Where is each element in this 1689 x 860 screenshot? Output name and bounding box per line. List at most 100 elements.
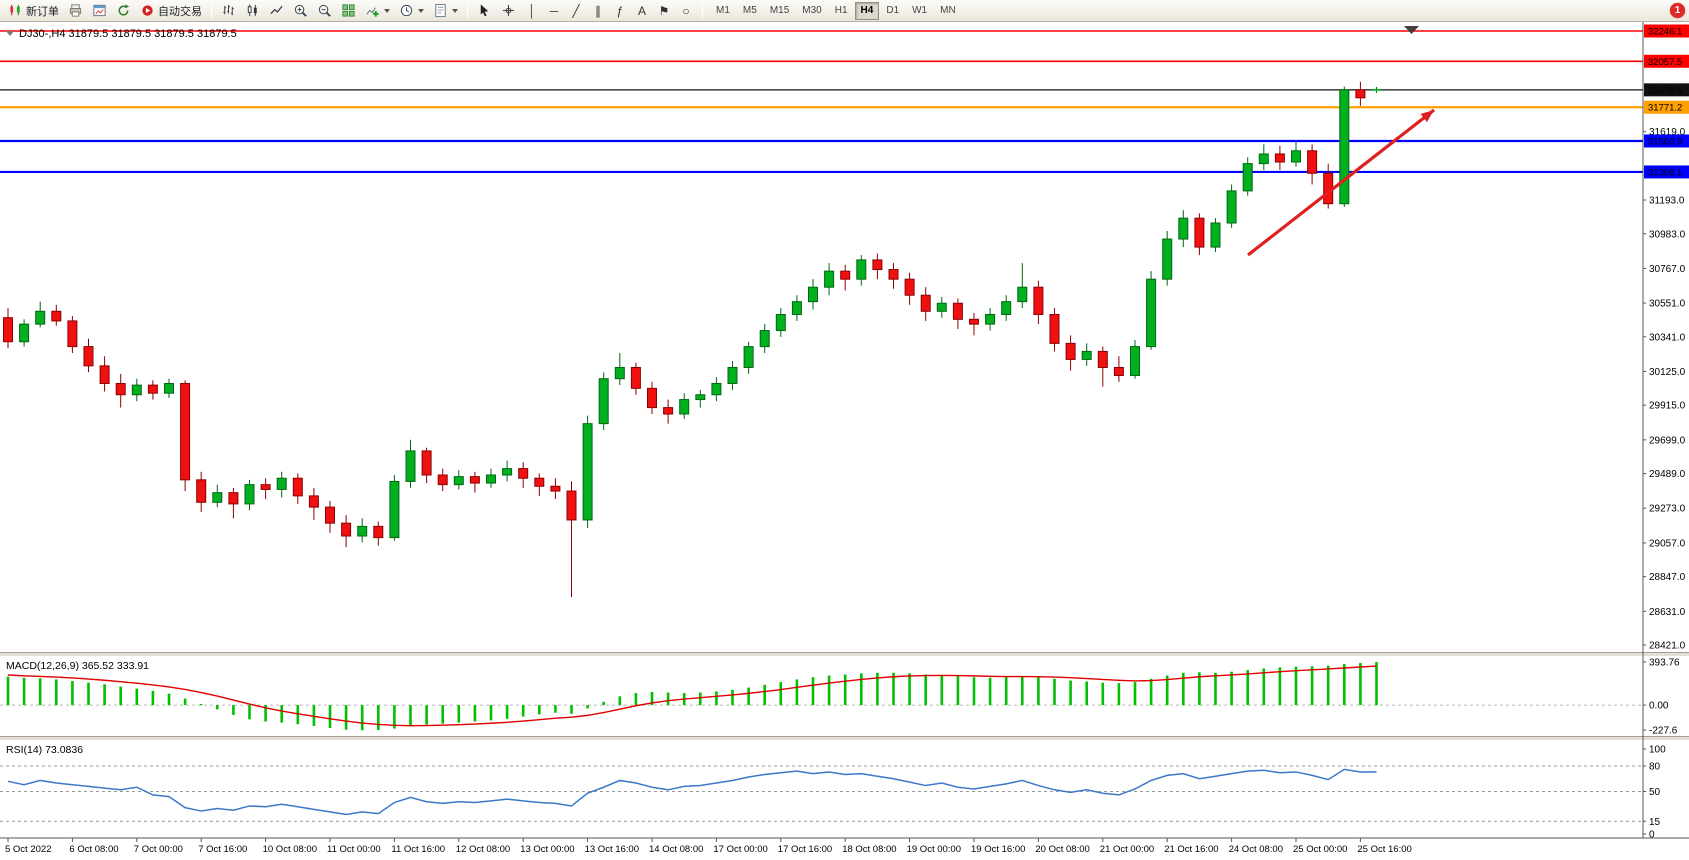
horizontal-line-tool[interactable]: ─ xyxy=(543,1,565,21)
date-label: 6 Oct 08:00 xyxy=(69,844,118,855)
macd-axis-label: 0.00 xyxy=(1649,701,1669,712)
vertical-line-tool[interactable]: │ xyxy=(521,1,543,21)
shapes-tool[interactable]: ○ xyxy=(675,1,697,21)
timeframe-m5[interactable]: M5 xyxy=(737,2,763,20)
price-label: 28421.0 xyxy=(1649,641,1686,652)
horizontal-line-tool-icon: ─ xyxy=(549,3,559,18)
trendline-tool-icon: ╱ xyxy=(572,3,580,18)
sep-main-macd[interactable] xyxy=(0,652,1689,657)
chart-canvas[interactable]: DJ30-,H4 31879.5 31879.5 31879.5 31879.5… xyxy=(0,22,1689,860)
price-label: 30983.0 xyxy=(1649,229,1686,240)
rsi-axis-label: 50 xyxy=(1649,787,1661,798)
zoom-out-icon xyxy=(318,4,331,17)
rsi-axis-label: 100 xyxy=(1649,745,1666,756)
symbol-dropdown-icon[interactable] xyxy=(6,31,14,36)
print-button[interactable] xyxy=(64,1,87,21)
caret-down-icon xyxy=(452,8,458,13)
timeframe-w1[interactable]: W1 xyxy=(906,2,933,20)
new-order-button[interactable]: 新订单 xyxy=(4,1,63,21)
bar-chart-icon xyxy=(223,4,234,16)
text-tool-icon: A xyxy=(637,3,646,18)
zoom-out-button[interactable] xyxy=(313,1,336,21)
toolbar-separator xyxy=(211,2,212,19)
periodicity-button[interactable] xyxy=(395,1,428,21)
vertical-line-tool-icon: │ xyxy=(528,3,536,18)
date-label: 17 Oct 16:00 xyxy=(778,844,832,855)
refresh-button[interactable] xyxy=(112,1,135,21)
new-order-icon xyxy=(10,4,20,16)
price-tag-31560.9 xyxy=(1644,134,1689,148)
timeframe-m1[interactable]: M1 xyxy=(710,2,736,20)
new-order-label: 新订单 xyxy=(26,5,59,18)
line-chart-icon xyxy=(270,5,283,15)
template-icon xyxy=(435,3,446,18)
fibonacci-tool[interactable]: ƒ xyxy=(609,1,631,21)
equidistant-channel-tool[interactable]: ∥ xyxy=(587,1,609,21)
date-label: 7 Oct 00:00 xyxy=(134,844,183,855)
timeframe-h1[interactable]: H1 xyxy=(829,2,854,20)
price-level-lines xyxy=(0,30,1643,174)
cursor-icon xyxy=(480,4,489,17)
draw-tools-group: │ ─ ╱ ∥ ƒ A ⚑ ○ xyxy=(521,1,697,21)
price-label: 30767.0 xyxy=(1649,264,1686,275)
sep-macd-rsi[interactable] xyxy=(0,736,1689,741)
autotrading-icon xyxy=(142,5,153,16)
text-tool[interactable]: A xyxy=(631,1,653,21)
line-chart-button[interactable] xyxy=(265,1,288,21)
shapes-tool-icon: ○ xyxy=(682,3,690,18)
zoom-in-icon xyxy=(294,4,307,17)
label-tool-icon: ⚑ xyxy=(658,3,670,18)
date-label: 5 Oct 2022 xyxy=(5,844,51,855)
price-tag-31879.5 xyxy=(1644,83,1689,97)
crosshair-button[interactable] xyxy=(497,1,520,21)
timeframe-d1[interactable]: D1 xyxy=(880,2,905,20)
timeframe-mn[interactable]: MN xyxy=(934,2,962,20)
notification-badge[interactable]: 1 xyxy=(1670,3,1685,18)
rsi-label: RSI(14) 73.0836 xyxy=(6,744,83,756)
date-label: 11 Oct 16:00 xyxy=(391,844,445,855)
timeframe-group: M1 M5 M15 M30 H1 H4 D1 W1 MN xyxy=(710,1,962,20)
price-label: 28631.0 xyxy=(1649,607,1686,618)
chart-window-button[interactable] xyxy=(88,1,111,21)
timeframe-m30[interactable]: M30 xyxy=(796,2,827,20)
macd-histogram xyxy=(6,661,1378,731)
macd-axis-label: -227.6 xyxy=(1649,726,1678,737)
date-label: 21 Oct 00:00 xyxy=(1100,844,1154,855)
zoom-in-button[interactable] xyxy=(289,1,312,21)
templates-button[interactable] xyxy=(429,1,462,21)
macd-label: MACD(12,26,9) 365.52 333.91 xyxy=(6,660,149,672)
autotrading-label: 自动交易 xyxy=(158,5,202,18)
caret-down-icon xyxy=(418,8,424,13)
toolbar-separator xyxy=(702,2,703,19)
macd-signal-line xyxy=(7,665,1377,727)
price-label: 30341.0 xyxy=(1649,332,1686,343)
rsi-axis-label: 80 xyxy=(1649,762,1661,773)
trend-arrow-annotation[interactable] xyxy=(1247,108,1435,257)
cursor-button[interactable] xyxy=(473,1,496,21)
time-axis[interactable]: 5 Oct 2022 6 Oct 08:00 7 Oct 00:00 7 Oct 16… xyxy=(5,838,1412,855)
price-label: 31619.0 xyxy=(1649,127,1686,138)
price-label: 29273.0 xyxy=(1649,504,1686,515)
timeframe-m15[interactable]: M15 xyxy=(764,2,795,20)
bar-chart-button[interactable] xyxy=(217,1,240,21)
price-tag-31368.1 xyxy=(1644,165,1689,179)
tile-windows-button[interactable] xyxy=(337,1,360,21)
candlestick-chart-button[interactable] xyxy=(241,1,264,21)
indicators-icon xyxy=(366,7,379,17)
equidistant-channel-tool-icon: ∥ xyxy=(595,3,601,18)
label-tool[interactable]: ⚑ xyxy=(653,1,675,21)
refresh-icon xyxy=(118,4,130,16)
price-tag-label: 32057.5 xyxy=(1648,57,1682,68)
autotrading-button[interactable]: 自动交易 xyxy=(136,1,206,21)
trendline-tool[interactable]: ╱ xyxy=(565,1,587,21)
price-label: 30125.0 xyxy=(1649,367,1686,378)
price-tag-label: 31879.5 xyxy=(1648,85,1682,96)
timeframe-h4[interactable]: H4 xyxy=(854,1,880,20)
price-axis[interactable]: 31619.0 31193.0 30983.0 30767.0 30551.0 30341… xyxy=(1643,127,1686,841)
date-label: 19 Oct 16:00 xyxy=(971,844,1025,855)
toolbar-separator xyxy=(467,2,468,19)
chart-window-icon xyxy=(93,4,106,17)
date-label: 11 Oct 00:00 xyxy=(327,844,381,855)
indicators-button[interactable] xyxy=(361,1,394,21)
chart-shift-marker[interactable] xyxy=(1404,26,1419,34)
